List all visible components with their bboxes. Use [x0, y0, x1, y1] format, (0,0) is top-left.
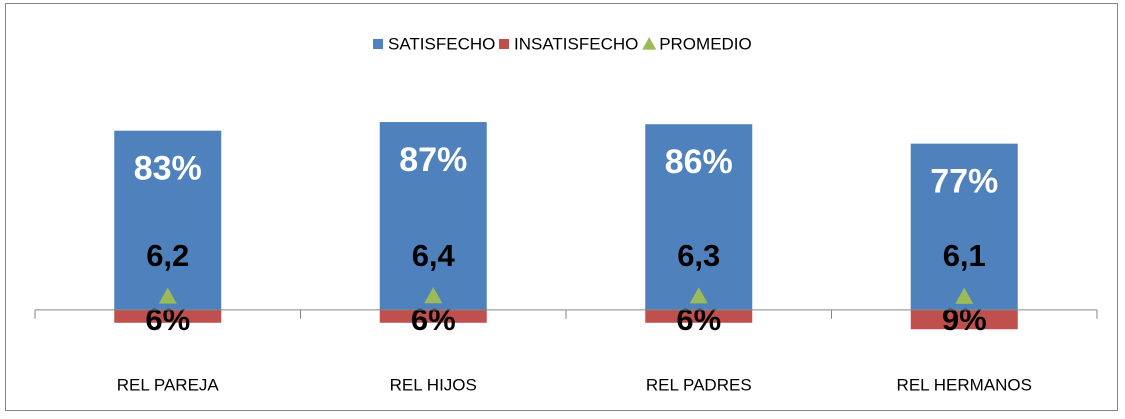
value-label: 6%	[676, 302, 721, 337]
average-label: 6,4	[412, 238, 456, 273]
average-marker	[689, 287, 708, 304]
value-label: 6%	[145, 302, 190, 337]
value-label: 83%	[134, 150, 202, 188]
bar	[114, 130, 222, 310]
bar	[114, 309, 222, 323]
average-label: 6,3	[677, 238, 720, 273]
legend-label: SATISFECHO	[388, 34, 495, 53]
average-marker	[955, 287, 974, 304]
x-tick-label: REL HIJOS	[390, 375, 477, 394]
value-label: 77%	[930, 163, 998, 201]
average-marker	[424, 287, 443, 304]
legend-swatch	[373, 39, 383, 49]
bar	[379, 309, 487, 323]
value-label: 86%	[665, 143, 733, 181]
legend-marker	[642, 37, 657, 50]
x-tick-label: REL PADRES	[646, 375, 752, 394]
average-marker	[158, 287, 177, 304]
legend-label: INSATISFECHO	[514, 34, 638, 53]
value-label: 9%	[942, 302, 987, 337]
bar	[379, 122, 487, 310]
legend-swatch	[499, 39, 509, 49]
bar	[910, 309, 1018, 330]
bar	[910, 143, 1018, 310]
average-label: 6,2	[146, 238, 189, 273]
x-tick-label: REL PAREJA	[117, 375, 220, 394]
average-label: 6,1	[943, 238, 986, 273]
legend-label: PROMEDIO	[659, 34, 752, 53]
x-tick-label: REL HERMANOS	[897, 375, 1032, 394]
bar	[645, 309, 753, 323]
value-label: 87%	[399, 141, 467, 179]
value-label: 6%	[411, 302, 456, 337]
bar	[645, 124, 753, 310]
